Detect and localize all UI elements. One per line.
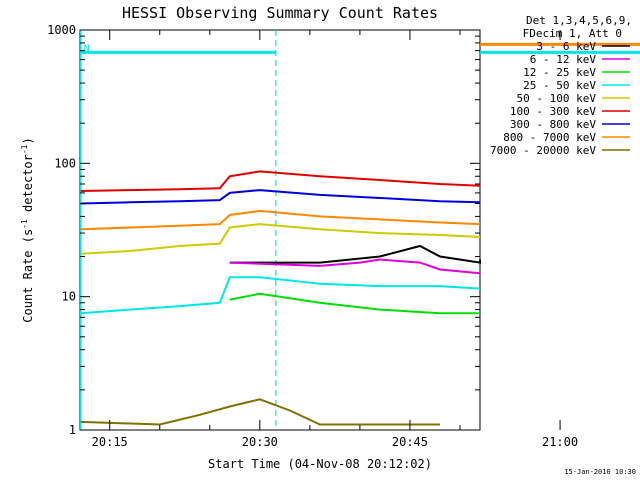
x-tick-label: 21:00 xyxy=(542,435,578,449)
chart-title: HESSI Observing Summary Count Rates xyxy=(122,4,438,22)
x-tick-label: 20:15 xyxy=(92,435,128,449)
legend: Det 1,3,4,5,6,9, FDecim 1, Att 0 3 - 6 k… xyxy=(490,14,632,157)
series-line xyxy=(80,209,481,231)
x-tick-label: 20:30 xyxy=(242,435,278,449)
legend-label: 25 - 50 keV xyxy=(523,79,596,92)
x-axis-label: Start Time (04-Nov-08 20:12:02) xyxy=(208,457,432,471)
legend-label: 50 - 100 keV xyxy=(517,92,597,105)
legend-header-line: Det 1,3,4,5,6,9, xyxy=(526,14,632,27)
legend-label: 3 - 6 keV xyxy=(536,40,596,53)
timestamp: 15-Jan-2010 10:30 xyxy=(564,468,636,476)
series-line xyxy=(229,292,480,315)
series-line xyxy=(229,258,481,275)
y-label-part: ) xyxy=(21,137,35,144)
series-line xyxy=(80,170,481,192)
series-line xyxy=(80,223,481,255)
y-label-part: Count Rate (s xyxy=(21,229,35,323)
y-tick-label: 100 xyxy=(54,156,76,170)
series-line xyxy=(80,398,440,426)
y-tick-label: 1 xyxy=(69,423,76,437)
plot-area: NS xyxy=(79,30,640,430)
axis-ticks: 110100100020:1520:3020:4521:0021:1521:30… xyxy=(47,23,578,449)
series-line xyxy=(80,189,481,205)
legend-label: 800 - 7000 keV xyxy=(503,131,596,144)
legend-header-line: FDecim 1, Att 0 xyxy=(523,27,622,40)
legend-label: 7000 - 20000 keV xyxy=(490,144,596,157)
series-line xyxy=(229,244,481,264)
y-axis-label: Count Rate (s-1 detector-1) xyxy=(20,137,35,322)
series-line xyxy=(80,276,481,315)
legend-label: 100 - 300 keV xyxy=(510,105,596,118)
y-tick-label: 10 xyxy=(62,290,76,304)
y-label-part: detector xyxy=(21,154,35,219)
plot-frame xyxy=(79,29,481,431)
y-label-exponent: -1 xyxy=(20,144,29,154)
legend-label: 12 - 25 keV xyxy=(523,66,596,79)
legend-label: 300 - 800 keV xyxy=(510,118,596,131)
annotation-label: N xyxy=(84,43,90,54)
y-label-exponent: -1 xyxy=(20,219,29,229)
y-tick-label: 1000 xyxy=(47,23,76,37)
x-tick-label: 20:45 xyxy=(392,435,428,449)
legend-label: 6 - 12 keV xyxy=(530,53,597,66)
